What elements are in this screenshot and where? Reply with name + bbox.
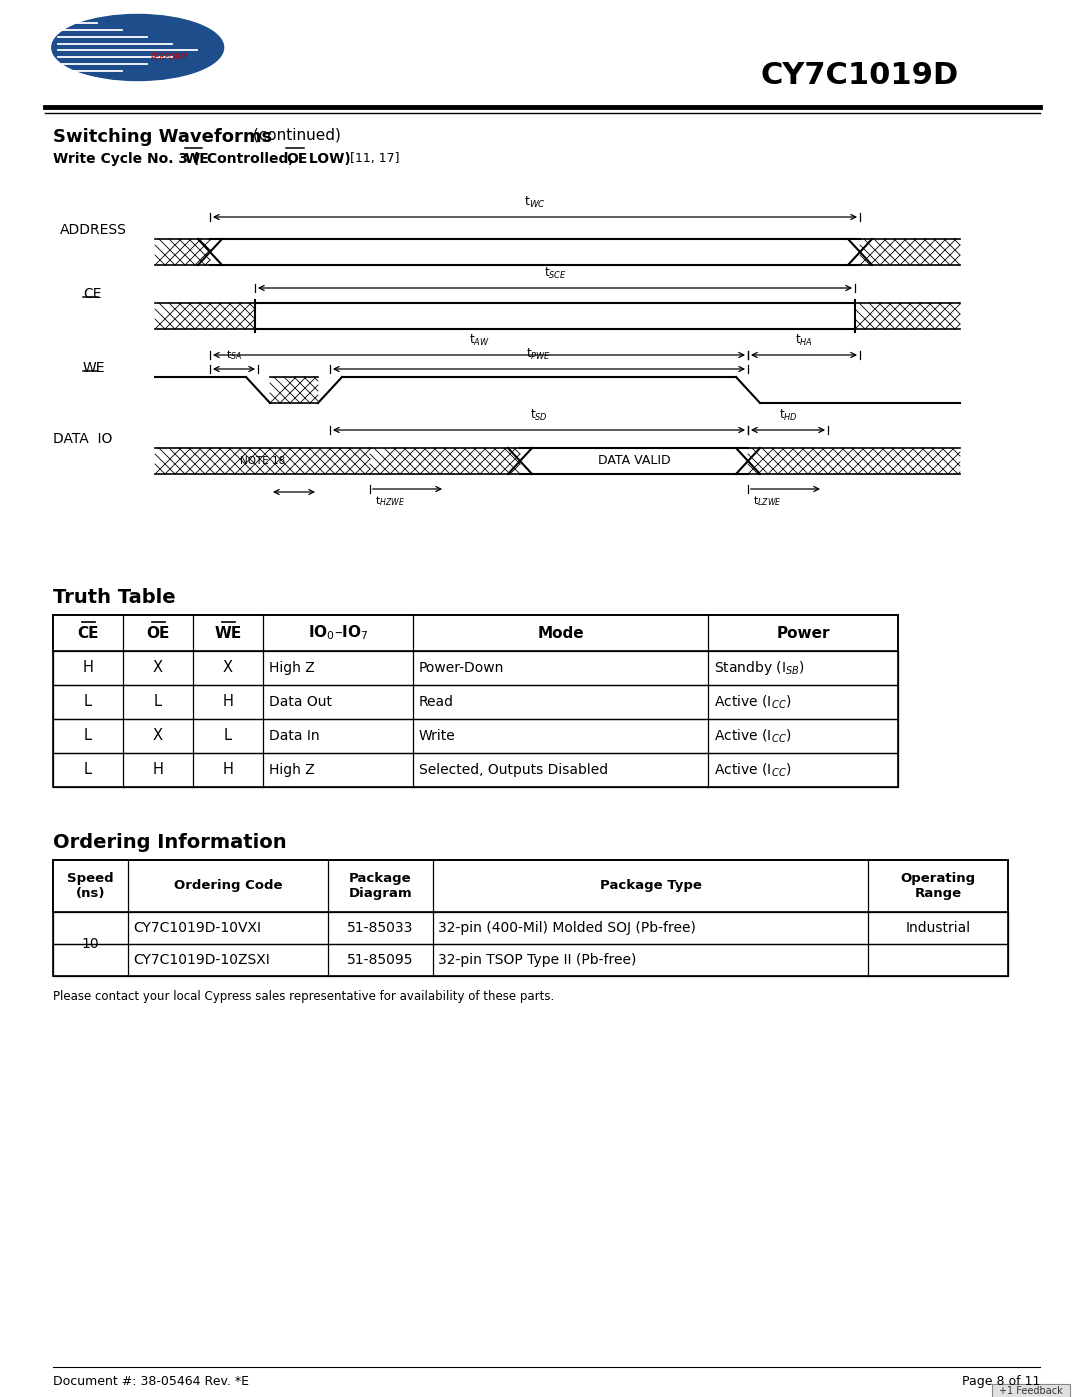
Bar	[53, 944, 1008, 977]
Text: Industrial: Industrial	[905, 921, 971, 935]
Text: [11, 17]: [11, 17]	[350, 152, 400, 165]
Text: t$_{HA}$: t$_{HA}$	[795, 332, 813, 348]
Text: X: X	[153, 661, 163, 676]
Text: 51-85095: 51-85095	[348, 953, 414, 967]
Text: CY7C1019D-10ZSXI: CY7C1019D-10ZSXI	[133, 953, 270, 967]
Text: +1 Feedback: +1 Feedback	[999, 1386, 1063, 1396]
Text: IO$_0$–IO$_7$: IO$_0$–IO$_7$	[308, 623, 368, 643]
Text: t$_{HZWE}$: t$_{HZWE}$	[375, 495, 405, 507]
Text: L: L	[84, 763, 92, 778]
Text: t$_{AW}$: t$_{AW}$	[469, 332, 489, 348]
Text: WE: WE	[185, 152, 210, 166]
Text: CY7C1019D-10VXI: CY7C1019D-10VXI	[133, 921, 261, 935]
Text: ADDRESS: ADDRESS	[60, 224, 126, 237]
Text: CYPRESS: CYPRESS	[151, 29, 211, 42]
Bar	[53, 615, 897, 651]
Text: WE: WE	[83, 360, 106, 374]
Text: Package
Diagram: Package Diagram	[349, 872, 413, 900]
Text: NOTE 18: NOTE 18	[240, 455, 285, 467]
Text: 10: 10	[82, 937, 99, 951]
Text: LOW): LOW)	[303, 152, 355, 166]
Text: Operating
Range: Operating Range	[901, 872, 975, 900]
Text: Switching Waveforms: Switching Waveforms	[53, 129, 272, 147]
Text: H: H	[152, 763, 163, 778]
Ellipse shape	[52, 14, 224, 81]
Text: L: L	[84, 694, 92, 710]
Text: CY7C1019D: CY7C1019D	[761, 60, 959, 89]
Text: L: L	[154, 694, 162, 710]
Text: (continued): (continued)	[248, 129, 341, 142]
Text: Write: Write	[419, 729, 456, 743]
Text: OE: OE	[146, 626, 170, 640]
Bar	[53, 753, 897, 787]
Text: t$_{SCE}$: t$_{SCE}$	[543, 265, 566, 281]
Text: 32-pin (400-Mil) Molded SOJ (Pb-free): 32-pin (400-Mil) Molded SOJ (Pb-free)	[438, 921, 696, 935]
Text: WE: WE	[214, 626, 242, 640]
Text: Write Cycle No. 3 (: Write Cycle No. 3 (	[53, 152, 199, 166]
Text: H: H	[222, 763, 233, 778]
Text: Document #: 38-05464 Rev. *E: Document #: 38-05464 Rev. *E	[53, 1375, 249, 1389]
Text: L: L	[224, 728, 232, 743]
Text: OE: OE	[286, 152, 308, 166]
Bar	[53, 615, 897, 787]
Text: Standby (I$_{SB}$): Standby (I$_{SB}$)	[714, 659, 805, 678]
Text: DATA VALID: DATA VALID	[597, 454, 671, 468]
Text: Data Out: Data Out	[269, 694, 332, 710]
Text: t$_{SD}$: t$_{SD}$	[530, 408, 548, 423]
Text: DATA  IO: DATA IO	[53, 432, 112, 446]
Text: Page 8 of 11: Page 8 of 11	[961, 1375, 1040, 1389]
Text: Truth Table: Truth Table	[53, 588, 176, 608]
Text: Active (I$_{CC}$): Active (I$_{CC}$)	[714, 728, 792, 745]
Text: t$_{HD}$: t$_{HD}$	[779, 408, 797, 423]
Text: Read: Read	[419, 694, 454, 710]
Text: X: X	[222, 661, 233, 676]
Text: Selected, Outputs Disabled: Selected, Outputs Disabled	[419, 763, 608, 777]
Text: L: L	[84, 728, 92, 743]
Bar	[53, 651, 897, 685]
Text: High Z: High Z	[269, 763, 314, 777]
Bar	[993, 1384, 1070, 1397]
Bar	[53, 685, 897, 719]
Text: Please contact your local Cypress sales representative for availability of these: Please contact your local Cypress sales …	[53, 990, 554, 1003]
Text: t$_{PWE}$: t$_{PWE}$	[526, 346, 552, 362]
Text: Power-Down: Power-Down	[419, 661, 504, 675]
Bar	[53, 912, 1008, 944]
Text: t$_{WC}$: t$_{WC}$	[524, 196, 545, 210]
Text: t$_{LZWE}$: t$_{LZWE}$	[753, 495, 782, 507]
Text: Package Type: Package Type	[599, 880, 701, 893]
Bar	[53, 861, 1008, 977]
Bar	[53, 861, 1008, 912]
Text: Speed
(ns): Speed (ns)	[67, 872, 113, 900]
Text: H: H	[222, 694, 233, 710]
Text: CE: CE	[78, 626, 98, 640]
Text: Controlled,: Controlled,	[202, 152, 298, 166]
Text: 32-pin TSOP Type II (Pb-free): 32-pin TSOP Type II (Pb-free)	[438, 953, 636, 967]
Text: High Z: High Z	[269, 661, 314, 675]
Text: H: H	[82, 661, 94, 676]
Text: PERFORM: PERFORM	[151, 53, 188, 63]
Bar	[53, 719, 897, 753]
Text: X: X	[153, 728, 163, 743]
Text: t$_{SA}$: t$_{SA}$	[226, 348, 242, 362]
Text: Power: Power	[777, 626, 829, 640]
Text: Active (I$_{CC}$): Active (I$_{CC}$)	[714, 693, 792, 711]
Text: Ordering Code: Ordering Code	[174, 880, 282, 893]
Text: Ordering Information: Ordering Information	[53, 833, 286, 852]
Text: Active (I$_{CC}$): Active (I$_{CC}$)	[714, 761, 792, 778]
Text: Data In: Data In	[269, 729, 320, 743]
Text: Mode: Mode	[537, 626, 584, 640]
Text: 51-85033: 51-85033	[348, 921, 414, 935]
Text: CE: CE	[83, 286, 102, 300]
